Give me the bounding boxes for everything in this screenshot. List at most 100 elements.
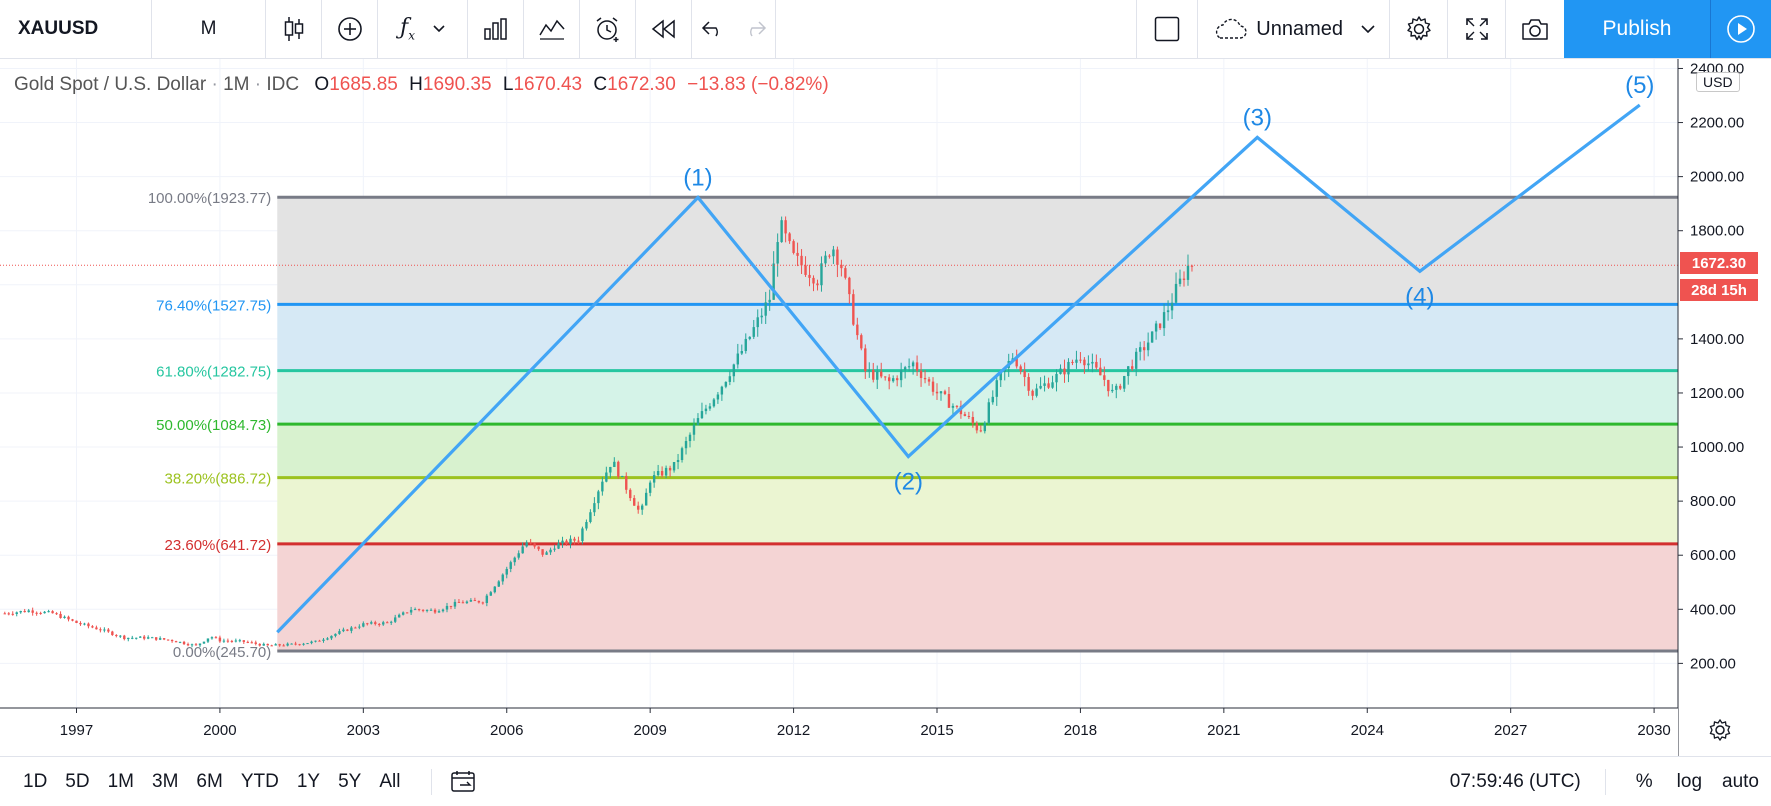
- candle-body: [190, 644, 194, 646]
- currency-label[interactable]: USD: [1696, 72, 1740, 92]
- range-button-1d[interactable]: 1D: [23, 770, 48, 792]
- candle-body: [465, 601, 469, 604]
- chart-style-button[interactable]: [266, 0, 322, 58]
- candle-body: [461, 602, 465, 604]
- range-button-all[interactable]: All: [379, 770, 401, 792]
- replay-button[interactable]: [636, 0, 692, 58]
- candle-body: [947, 393, 951, 408]
- candle-body: [601, 481, 604, 492]
- play-button[interactable]: [1710, 0, 1771, 58]
- candle-body: [820, 263, 823, 286]
- candle-body: [816, 283, 819, 286]
- range-button-1y[interactable]: 1Y: [296, 770, 321, 792]
- candle-body: [1150, 331, 1154, 343]
- candle-body: [796, 252, 799, 256]
- candle-body: [804, 265, 807, 275]
- candle-body: [67, 616, 70, 620]
- candle-body: [314, 640, 317, 642]
- percent-toggle[interactable]: %: [1635, 770, 1653, 792]
- low-value: 1670.43: [513, 74, 583, 95]
- candle-body: [752, 327, 755, 337]
- redo-icon[interactable]: [743, 20, 767, 38]
- interval-button[interactable]: M: [152, 0, 266, 58]
- candle-body: [258, 643, 261, 646]
- log-toggle[interactable]: log: [1676, 770, 1703, 792]
- candle-body: [884, 376, 887, 378]
- range-button-5y[interactable]: 5Y: [338, 770, 362, 792]
- candle-body: [1063, 368, 1066, 375]
- candle-body: [437, 611, 441, 613]
- candle-body: [107, 629, 110, 632]
- alert-button[interactable]: [580, 0, 636, 58]
- candle-body: [736, 353, 740, 365]
- candle-body: [493, 586, 496, 593]
- fullscreen-button[interactable]: [1448, 0, 1506, 58]
- settings-button[interactable]: [1390, 0, 1448, 58]
- candle-body: [764, 302, 767, 316]
- templates-button[interactable]: [524, 0, 580, 58]
- save-layout-button[interactable]: Unnamed: [1198, 0, 1390, 58]
- series-source: IDC: [266, 74, 300, 95]
- fib-zone: [277, 370, 1678, 425]
- range-button-6m[interactable]: 6M: [196, 770, 223, 792]
- candle-body: [509, 562, 512, 569]
- square-icon: [1155, 16, 1180, 42]
- range-button-1m[interactable]: 1M: [107, 770, 134, 792]
- candle-body: [230, 640, 234, 642]
- publish-button[interactable]: Publish: [1564, 0, 1710, 58]
- layout-select-button[interactable]: [1136, 0, 1199, 58]
- close-value: 1672.30: [607, 74, 676, 95]
- financials-button[interactable]: [468, 0, 524, 58]
- range-button-3m[interactable]: 3M: [152, 770, 179, 792]
- elliott-wave-line[interactable]: [276, 103, 1641, 634]
- axis-settings-icon[interactable]: [1709, 718, 1731, 742]
- candle-body: [1031, 390, 1034, 396]
- price-chart[interactable]: 100.00%(1923.77) 76.40%(1527.75) 61.80%(12…: [0, 0, 1771, 756]
- candle-body: [605, 472, 608, 482]
- candle-body: [238, 640, 242, 642]
- range-button-ytd[interactable]: YTD: [240, 770, 279, 792]
- candle-body: [485, 595, 489, 603]
- candle-body: [1115, 385, 1118, 390]
- candle-body: [891, 378, 895, 382]
- candle-body: [692, 425, 696, 435]
- open-value: 1685.85: [329, 74, 398, 95]
- snapshot-button[interactable]: [1506, 0, 1564, 58]
- candle-body: [1067, 361, 1070, 375]
- candle-body: [1186, 265, 1190, 280]
- candle-body: [270, 645, 273, 647]
- candle-body: [569, 538, 572, 545]
- candle-body: [401, 612, 405, 615]
- candles-icon: [284, 17, 303, 41]
- candle-body: [1019, 366, 1022, 372]
- candle-body: [306, 643, 309, 645]
- candle-body: [302, 643, 305, 645]
- candle-body: [768, 299, 771, 303]
- candle-body: [876, 371, 879, 380]
- clock-display[interactable]: 07:59:46 (UTC): [1449, 770, 1581, 792]
- candle-body: [1091, 361, 1094, 364]
- auto-toggle[interactable]: auto: [1722, 770, 1759, 792]
- candle-body: [382, 622, 385, 625]
- candle-body: [625, 475, 628, 490]
- indicators-button[interactable]: ƒx: [378, 0, 468, 58]
- candle-body: [931, 381, 935, 392]
- symbol-search-button[interactable]: XAUUSD: [0, 0, 152, 58]
- candle-body: [254, 642, 257, 644]
- candle-body: [613, 461, 616, 467]
- compare-button[interactable]: [322, 0, 378, 58]
- candle-body: [772, 263, 775, 300]
- range-button-5d[interactable]: 5D: [65, 770, 90, 792]
- candle-body: [111, 631, 114, 636]
- series-name[interactable]: Gold Spot / U.S. Dollar: [14, 74, 207, 95]
- candle-body: [143, 636, 146, 639]
- candle-body: [836, 249, 839, 265]
- goto-date-icon[interactable]: [450, 769, 478, 795]
- candle-body: [756, 317, 759, 328]
- candle-body: [441, 609, 445, 612]
- candle-body: [282, 645, 285, 647]
- candle-body: [537, 546, 540, 550]
- undo-icon[interactable]: [701, 20, 725, 38]
- candle-body: [318, 640, 321, 642]
- time-tick-label: 2018: [1064, 722, 1097, 739]
